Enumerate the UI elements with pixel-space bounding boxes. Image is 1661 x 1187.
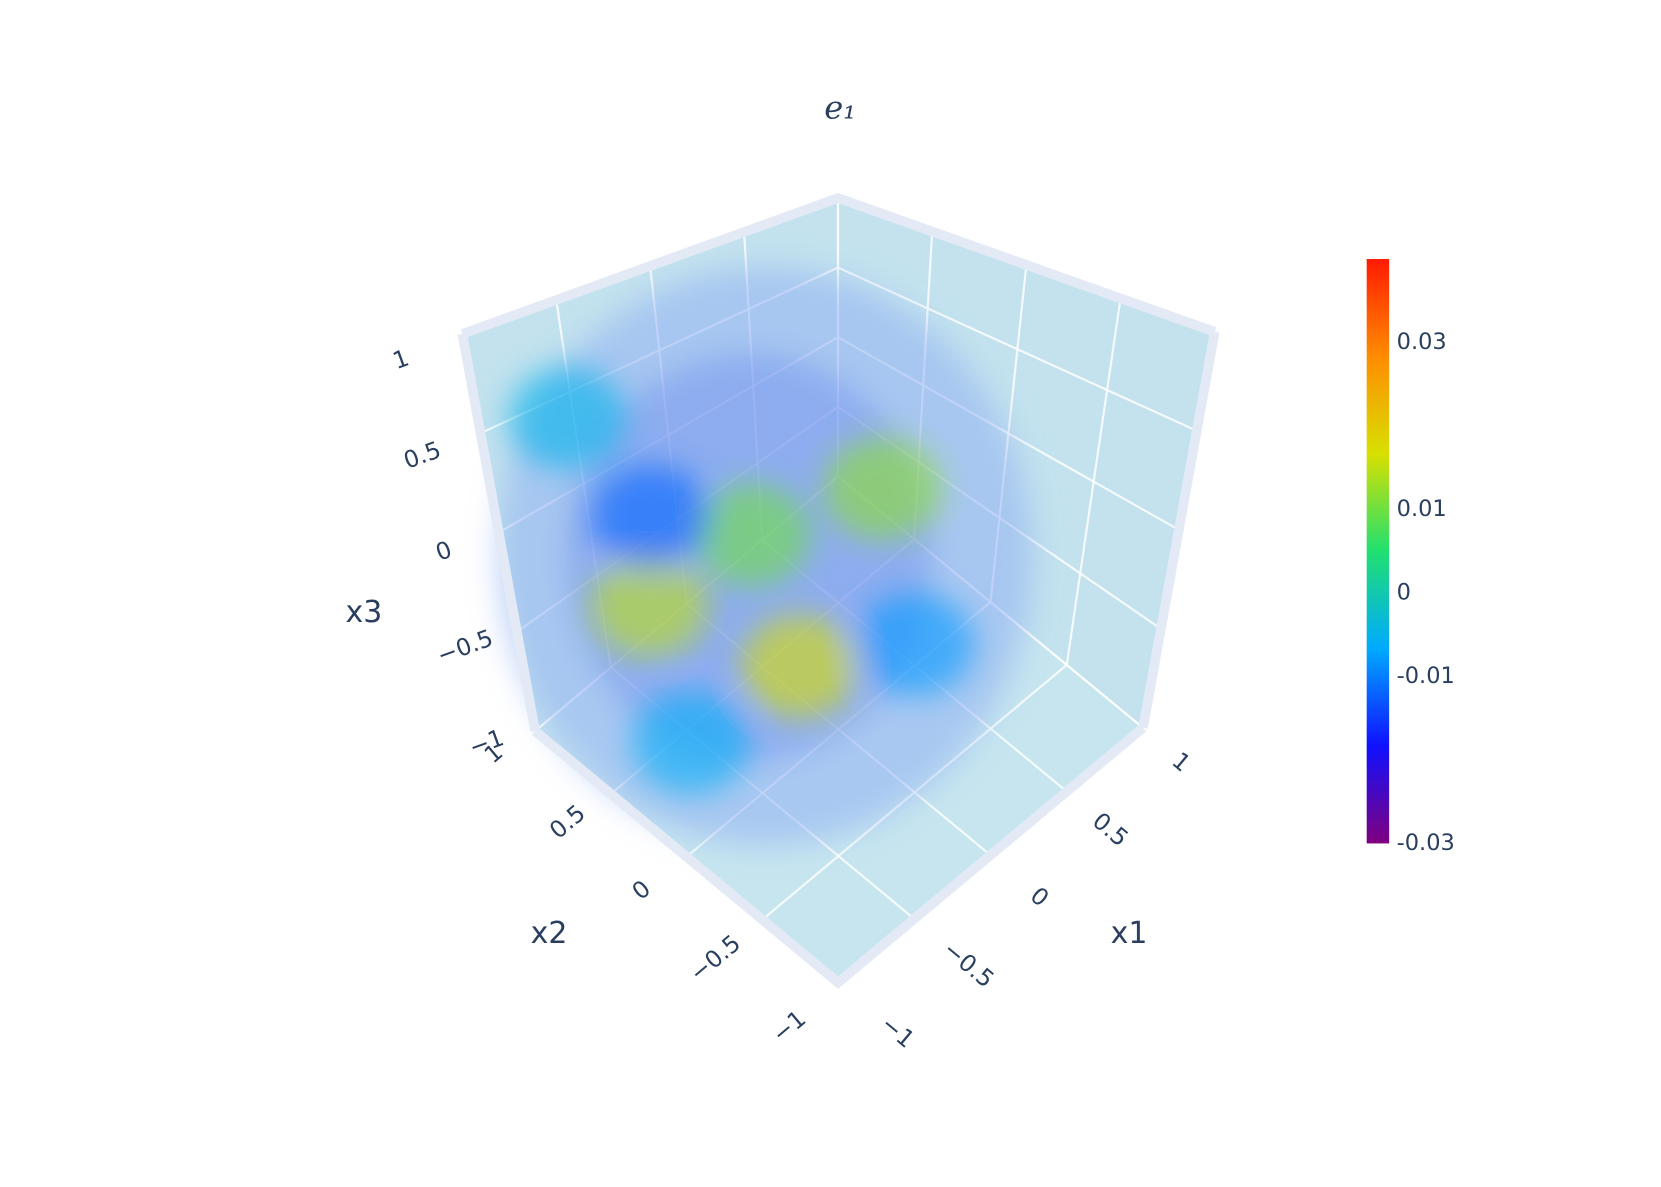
volume-region — [823, 437, 942, 540]
y-tick-label: −0.5 — [684, 929, 746, 987]
x-tick-label: −0.5 — [938, 935, 1000, 993]
z-tick-label: 0 — [432, 535, 456, 566]
volume-region — [856, 592, 974, 696]
volume-region — [740, 615, 859, 718]
volume-region — [592, 464, 710, 568]
chart-title: e₁ — [824, 89, 856, 127]
x-tick-label: −1 — [876, 1010, 921, 1054]
x-tick-label: 0.5 — [1087, 807, 1134, 853]
volume-region — [631, 691, 750, 794]
edge — [460, 192, 1217, 339]
z-tick-label: −0.5 — [433, 624, 496, 670]
colorbar-tick-label: -0.03 — [1397, 830, 1455, 856]
wall-x1 — [837, 198, 1215, 728]
y-tick-label: 0 — [626, 874, 655, 905]
x-axis-title: x1 — [1111, 916, 1148, 951]
z-axis-title: x3 — [345, 595, 382, 630]
axis-edges — [457, 192, 1220, 989]
z-tick-label: 0.5 — [400, 436, 445, 475]
x-tick-label: 1 — [1167, 746, 1196, 777]
x-tick-label: 0 — [1025, 881, 1054, 912]
edge — [532, 724, 1147, 989]
z-tick-label: 1 — [389, 344, 413, 375]
grid-line — [837, 266, 1198, 432]
volume-region — [508, 366, 627, 470]
volume-region — [590, 554, 709, 657]
regions — [508, 366, 974, 794]
colorbar-tick-label: -0.01 — [1397, 663, 1455, 689]
colorbar-tick-label: 0.01 — [1397, 496, 1447, 522]
volume-region — [692, 483, 811, 587]
colorbar-tick-label: 0 — [1397, 579, 1411, 605]
colorbar — [1366, 259, 1390, 844]
edge — [457, 333, 540, 732]
y-tick-label: −1 — [767, 1004, 812, 1048]
colorbar-tick-label: 0.03 — [1397, 329, 1447, 355]
y-axis-title: x2 — [531, 916, 568, 951]
edge — [1138, 330, 1220, 729]
y-tick-label: 0.5 — [544, 799, 591, 845]
